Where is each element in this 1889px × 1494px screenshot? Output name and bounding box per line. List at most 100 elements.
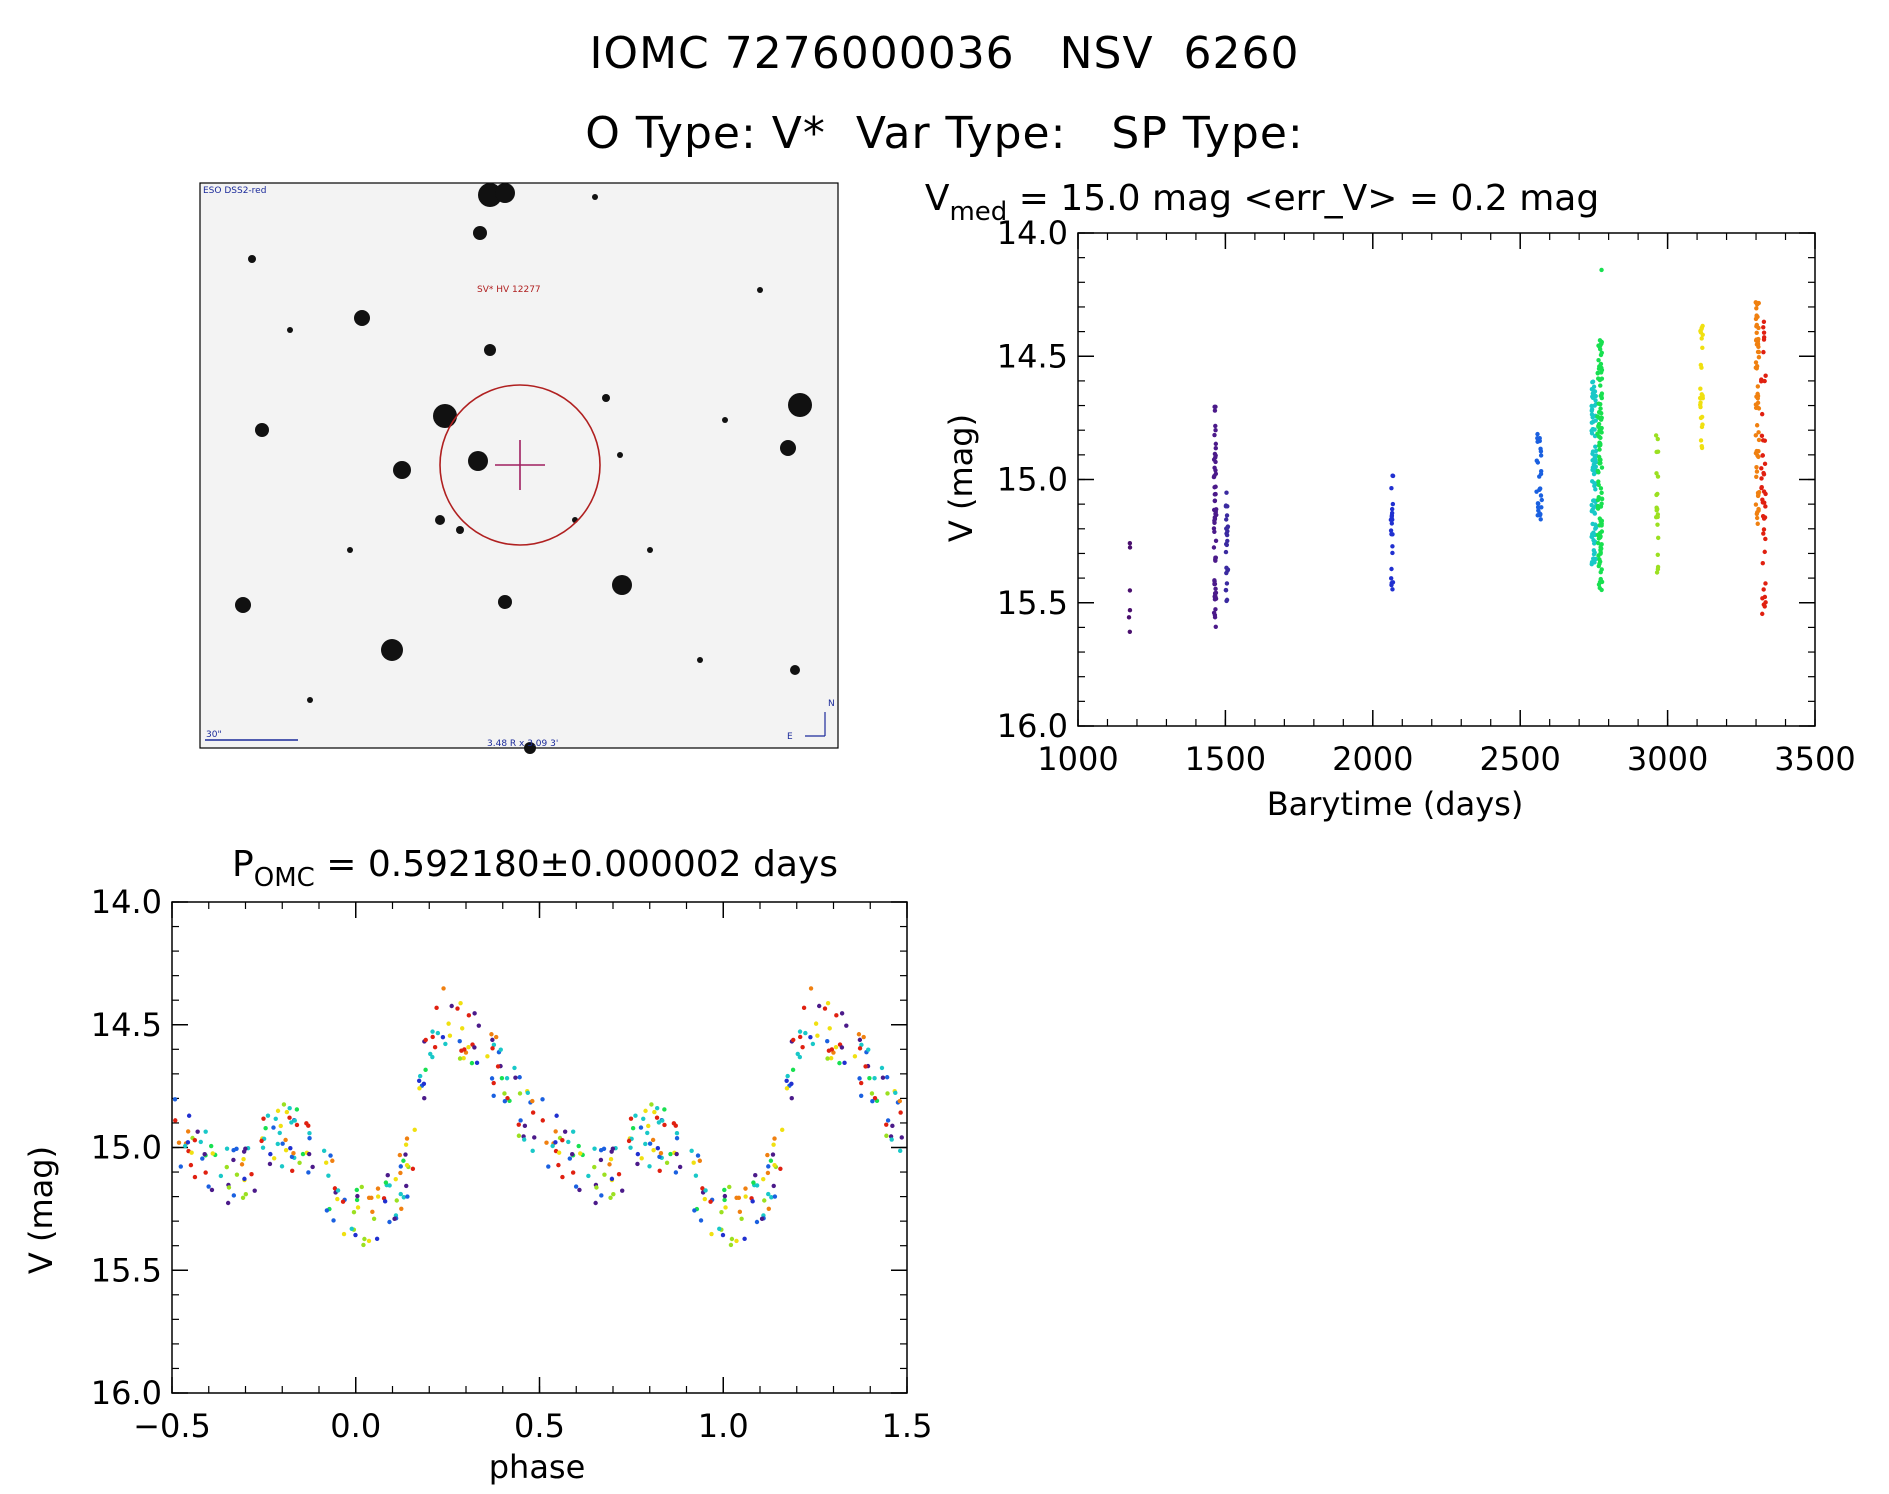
light-curve-point <box>1389 510 1395 516</box>
light-curve-point <box>1762 594 1768 600</box>
phase-curve-point <box>645 1130 650 1136</box>
phase-curve-point <box>734 1238 739 1244</box>
phase-curve-point <box>657 1154 662 1160</box>
light-curve-point <box>1212 404 1217 410</box>
light-curve-point <box>1599 490 1604 496</box>
phase-curve-point <box>898 1110 903 1115</box>
light-curve-point <box>1127 588 1133 593</box>
phase-curve-ytick-label: 15.0 <box>91 1129 162 1167</box>
phase-curve-point <box>335 1188 341 1193</box>
light-curve-point <box>1699 414 1705 420</box>
phase-curve-point <box>458 1000 463 1006</box>
phase-curve-point <box>693 1173 699 1178</box>
phase-curve-point <box>192 1138 198 1143</box>
phase-curve-point <box>203 1129 208 1134</box>
light-curve-point <box>1595 414 1600 419</box>
phase-curve-point <box>173 1118 178 1123</box>
light-curve-point <box>1213 423 1218 429</box>
light-curve-point <box>1655 474 1661 479</box>
phase-curve-point <box>626 1138 632 1144</box>
light-curve-xtick-label: 1500 <box>1185 740 1266 778</box>
phase-curve-point <box>188 1162 194 1168</box>
phase-curve-point <box>772 1194 778 1199</box>
light-curve-point <box>1756 437 1762 443</box>
phase-curve-point <box>884 1133 889 1138</box>
light-curve-point <box>1212 451 1218 457</box>
phase-curve-point <box>554 1113 559 1118</box>
light-curve-point <box>1761 325 1766 330</box>
phase-curve-point <box>198 1139 203 1145</box>
light-curve-point <box>1390 473 1396 479</box>
light-curve-point <box>1595 540 1601 546</box>
light-curve-point <box>1759 466 1764 471</box>
light-curve-point <box>1598 429 1604 434</box>
light-curve-point <box>1599 365 1604 371</box>
phase-curve-point <box>790 1067 796 1073</box>
phase-curve-point <box>359 1184 364 1190</box>
phase-curve-point <box>428 1051 433 1057</box>
phase-curve-point <box>224 1164 229 1170</box>
light-curve-point <box>1599 339 1604 345</box>
light-curve-xtick-label: 3500 <box>1774 740 1855 778</box>
phase-curve-point <box>432 1044 438 1050</box>
phase-curve-point <box>769 1195 774 1200</box>
phase-curve-point <box>287 1105 292 1111</box>
light-curve-point <box>1535 505 1541 510</box>
phase-curve-point <box>354 1197 360 1203</box>
phase-curve-point <box>641 1116 646 1122</box>
light-curve-point <box>1592 510 1597 515</box>
phase-curve-point <box>441 986 446 991</box>
light-curve-point <box>1654 570 1660 575</box>
light-curve-point <box>1596 479 1601 484</box>
phase-curve-point <box>766 1164 771 1169</box>
phase-curve-point <box>241 1156 246 1162</box>
light-curve-point <box>1389 506 1395 512</box>
phase-curve-point <box>657 1168 662 1173</box>
phase-curve-point <box>770 1152 776 1157</box>
phase-curve-point <box>879 1065 885 1071</box>
phase-curve-point <box>332 1186 338 1191</box>
phase-curve-point <box>422 1096 427 1101</box>
light-curve-point <box>1591 498 1596 503</box>
light-curve-point <box>1213 427 1218 433</box>
phase-curve-point <box>857 1076 862 1081</box>
light-curve-ytick-label: 16.0 <box>997 707 1068 745</box>
light-curve-point <box>1754 324 1759 329</box>
phase-curve-point <box>404 1162 410 1168</box>
phase-curve-point <box>178 1164 183 1169</box>
phase-curve-point <box>268 1151 273 1157</box>
phase-curve-point <box>504 1076 510 1081</box>
light-curve-point <box>1213 624 1218 630</box>
light-curve-point <box>1654 508 1659 513</box>
light-curve-point <box>1213 441 1219 447</box>
light-curve-point <box>1593 418 1598 423</box>
light-curve-point <box>1655 449 1661 454</box>
phase-curve-point <box>808 986 814 991</box>
phase-curve-point <box>195 1129 200 1134</box>
phase-curve-point <box>861 1034 866 1040</box>
phase-curve-point <box>200 1156 205 1161</box>
phase-curve-point <box>440 1034 446 1040</box>
phase-curve-point <box>517 1075 522 1080</box>
phase-curve-point <box>662 1122 667 1128</box>
phase-curve-point <box>825 1000 831 1006</box>
phase-curve-point <box>677 1164 683 1170</box>
phase-curve-point <box>550 1143 555 1149</box>
phase-curve-point <box>225 1200 231 1206</box>
light-curve-point <box>1698 438 1704 443</box>
light-curve-point <box>1537 512 1543 518</box>
phase-curve-point <box>493 1034 499 1040</box>
light-curve-point <box>1127 545 1133 550</box>
phase-curve-point <box>521 1137 527 1142</box>
phase-curve-point <box>355 1205 361 1210</box>
phase-curve-point <box>609 1149 614 1154</box>
phase-curve-point <box>410 1166 416 1171</box>
phase-curve-point <box>598 1157 604 1163</box>
light-curve-axes: 1000 1500 2000 2500 3000 3500 14.0 14.5 15.0 15.5… <box>997 214 1856 778</box>
phase-curve-point <box>827 1026 832 1031</box>
phase-curve-point <box>628 1145 633 1150</box>
light-curve-point <box>1756 430 1761 435</box>
light-curve-point <box>1597 461 1602 466</box>
light-curve-point <box>1211 457 1217 462</box>
light-curve-point <box>1212 432 1217 438</box>
